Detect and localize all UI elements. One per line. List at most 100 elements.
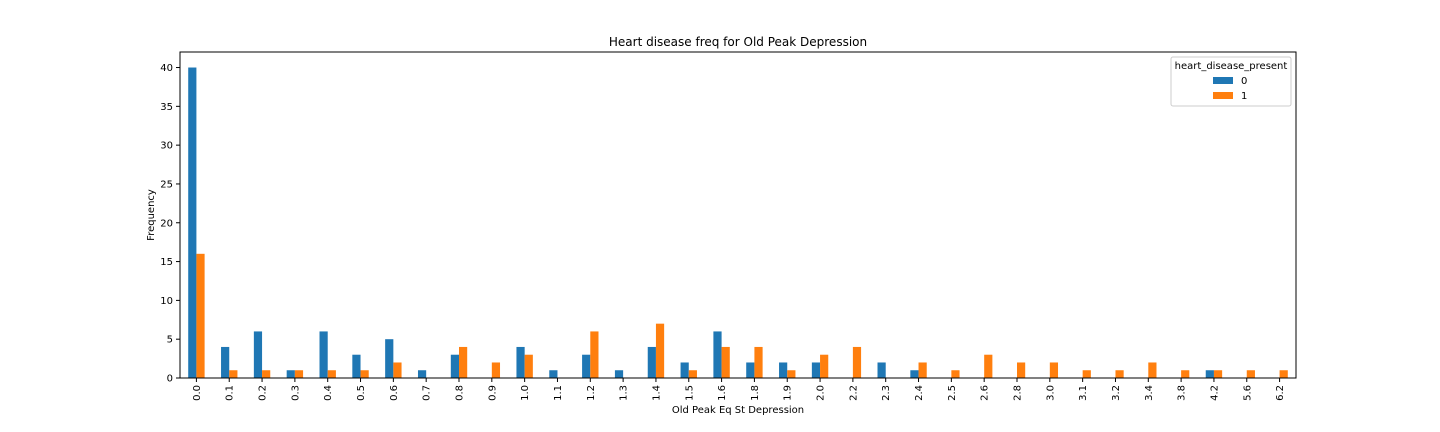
bar-series-1-2.8 bbox=[1017, 362, 1026, 378]
x-tick-label: 1.6 bbox=[717, 385, 728, 401]
y-axis: 0 5 10 15 20 25 30 35 40 bbox=[160, 63, 180, 385]
x-tick-label: 2.2 bbox=[848, 385, 859, 401]
bar-series-0-1.1 bbox=[549, 370, 558, 378]
x-tick-label: 4.2 bbox=[1209, 385, 1220, 401]
bar-series-0-1.3 bbox=[614, 370, 624, 378]
x-tick-label: 2.3 bbox=[881, 385, 892, 401]
bar-series-1-3.8 bbox=[1181, 370, 1190, 378]
bar-series-1-1.8 bbox=[754, 346, 763, 378]
legend-swatch-series-0 bbox=[1213, 77, 1233, 84]
y-tick-label: 35 bbox=[160, 102, 173, 113]
x-tick-label: 0.5 bbox=[356, 385, 367, 401]
bar-series-0-0.6 bbox=[385, 339, 394, 378]
plot-frame bbox=[179, 51, 1297, 379]
y-tick-label: 40 bbox=[160, 63, 173, 74]
bar-series-0-1.2 bbox=[582, 354, 591, 378]
bar-series-1-1.6 bbox=[721, 346, 730, 378]
x-tick-label: 1.1 bbox=[553, 385, 564, 401]
bar-series-1-5.6 bbox=[1246, 370, 1255, 378]
bar-series-1-3.2 bbox=[1115, 370, 1124, 378]
bar-series-0-1.6 bbox=[713, 331, 722, 378]
bars-group bbox=[188, 67, 1288, 379]
y-axis-title: Frequency bbox=[146, 189, 157, 241]
legend-swatch-series-1 bbox=[1213, 92, 1233, 99]
bar-series-0-1.8 bbox=[746, 362, 755, 378]
bar-series-1-1.0 bbox=[524, 354, 533, 378]
bar-series-1-3.1 bbox=[1082, 370, 1091, 378]
x-tick-label: 0.0 bbox=[192, 385, 203, 401]
x-tick-label: 3.1 bbox=[1078, 385, 1089, 401]
bar-series-0-0.5 bbox=[352, 354, 361, 378]
x-tick-label: 1.8 bbox=[750, 385, 761, 401]
x-tick-label: 0.3 bbox=[290, 385, 301, 401]
bar-series-1-2.5 bbox=[951, 370, 960, 378]
bar-series-0-0.0 bbox=[188, 67, 197, 379]
bar-series-1-2.2 bbox=[852, 346, 862, 378]
x-tick-label: 0.2 bbox=[258, 385, 269, 401]
bar-series-1-0.5 bbox=[360, 370, 369, 378]
bar-series-1-0.2 bbox=[262, 370, 271, 378]
x-tick-label: 3.2 bbox=[1111, 385, 1122, 401]
x-tick-label: 2.5 bbox=[947, 385, 958, 401]
x-tick-label: 1.3 bbox=[619, 385, 630, 401]
x-tick-label: 1.4 bbox=[651, 385, 662, 401]
x-axis: 0.0 0.1 0.2 0.3 0.4 0.5 0.6 0.7 0.8 0.9 1.0 1.1 1.2 1… bbox=[192, 378, 1286, 401]
bar-series-1-4.2 bbox=[1213, 370, 1223, 378]
bar-series-1-0.3 bbox=[294, 370, 304, 378]
bar-series-1-3.4 bbox=[1148, 362, 1157, 378]
bar-series-0-1.4 bbox=[647, 346, 656, 378]
x-tick-label: 0.8 bbox=[455, 385, 466, 401]
chart-title: Heart disease freq for Old Peak Depressi… bbox=[609, 35, 867, 49]
bar-series-1-0.1 bbox=[229, 370, 238, 378]
y-tick-label: 5 bbox=[167, 335, 173, 346]
x-tick-label: 0.9 bbox=[487, 385, 498, 401]
bar-series-1-0.8 bbox=[459, 346, 468, 378]
bar-series-1-1.4 bbox=[655, 323, 665, 378]
legend: heart_disease_present 0 1 bbox=[1170, 56, 1292, 107]
x-tick-label: 0.4 bbox=[323, 385, 334, 401]
x-axis-title: Old Peak Eq St Depression bbox=[672, 405, 804, 416]
x-tick-label: 2.4 bbox=[914, 385, 925, 401]
legend-label-series-1: 1 bbox=[1241, 91, 1247, 102]
x-tick-label: 2.0 bbox=[816, 385, 827, 401]
y-tick-label: 10 bbox=[160, 296, 173, 307]
bar-series-0-0.3 bbox=[286, 370, 295, 378]
bar-series-0-4.2 bbox=[1205, 370, 1214, 378]
bar-series-1-0.4 bbox=[327, 370, 336, 378]
y-tick-label: 15 bbox=[160, 257, 173, 268]
bar-series-0-1.5 bbox=[680, 362, 689, 378]
x-tick-label: 3.4 bbox=[1144, 385, 1155, 401]
bar-series-0-0.2 bbox=[253, 331, 263, 378]
x-tick-label: 5.6 bbox=[1242, 385, 1253, 401]
bar-series-1-3.0 bbox=[1049, 362, 1059, 378]
bar-series-1-1.9 bbox=[787, 370, 796, 378]
bar-series-1-1.5 bbox=[688, 370, 697, 378]
bar-series-0-1.9 bbox=[779, 362, 788, 378]
y-tick-label: 20 bbox=[160, 218, 173, 229]
x-tick-label: 2.6 bbox=[980, 385, 991, 401]
x-tick-label: 2.8 bbox=[1013, 385, 1024, 401]
bar-series-0-0.1 bbox=[221, 346, 230, 378]
x-tick-label: 1.5 bbox=[684, 385, 695, 401]
bar-series-0-0.7 bbox=[417, 370, 427, 378]
x-tick-label: 1.2 bbox=[586, 385, 597, 401]
bar-series-0-2.3 bbox=[877, 362, 886, 378]
bar-series-0-2.0 bbox=[811, 362, 821, 378]
legend-title: heart_disease_present bbox=[1175, 61, 1288, 72]
bar-series-1-2.4 bbox=[918, 362, 927, 378]
bar-series-1-2.6 bbox=[984, 354, 993, 378]
bar-series-1-1.2 bbox=[590, 331, 599, 378]
x-tick-label: 0.1 bbox=[225, 385, 236, 401]
bar-series-0-1.0 bbox=[516, 346, 525, 378]
y-tick-label: 30 bbox=[160, 141, 173, 152]
bar-series-0-0.4 bbox=[319, 331, 328, 378]
x-tick-label: 3.8 bbox=[1177, 385, 1188, 401]
bar-series-0-2.4 bbox=[910, 370, 919, 378]
bar-series-0-0.8 bbox=[450, 354, 459, 378]
x-tick-label: 1.0 bbox=[520, 385, 531, 401]
legend-label-series-0: 0 bbox=[1241, 76, 1247, 87]
bar-series-1-0.6 bbox=[393, 362, 402, 378]
y-tick-label: 0 bbox=[167, 374, 173, 385]
bar-series-1-0.0 bbox=[196, 253, 205, 378]
